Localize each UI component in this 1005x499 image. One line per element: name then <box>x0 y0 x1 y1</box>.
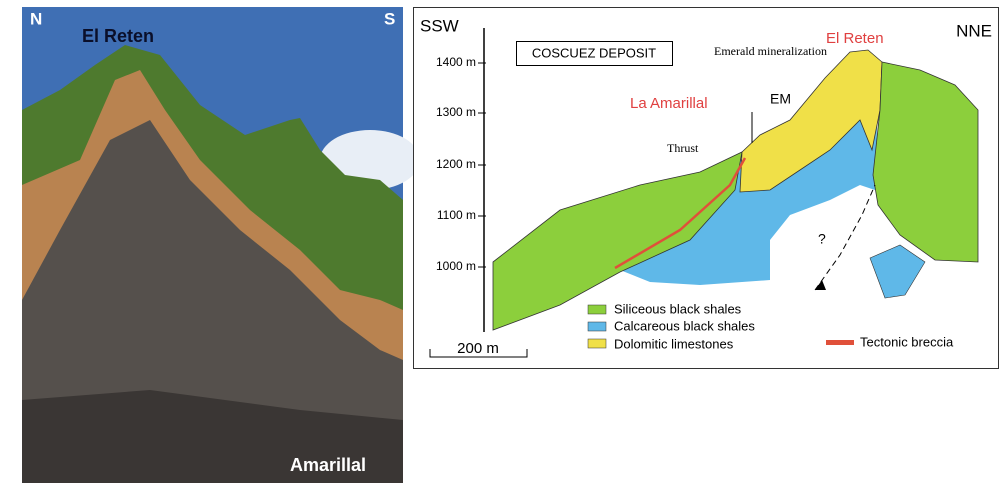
peak-label: El Reten <box>826 30 884 47</box>
legend-label: Calcareous black shales <box>614 318 755 333</box>
cross-section: 1400 m 1300 m 1200 m 1100 m 1000 m SSW N… <box>413 7 999 369</box>
photo: N S El Reten Amarillal <box>22 7 420 483</box>
siliceous-shales-left <box>492 151 743 331</box>
legend-swatch <box>587 304 607 315</box>
legend-swatch <box>826 340 854 345</box>
scale-label: 200 m <box>457 340 499 357</box>
legend-swatch <box>587 321 607 332</box>
scale-bar <box>429 349 528 358</box>
section-title: COSCUEZ DEPOSIT <box>532 45 656 60</box>
fault-arrow <box>815 280 826 290</box>
amarillal-label: La Amarillal <box>630 95 708 112</box>
em-label: EM <box>770 91 791 107</box>
tectonic-breccia <box>614 157 747 270</box>
bottom-label: Amarillal <box>290 455 366 475</box>
elevation-label: 1200 m <box>436 157 476 171</box>
peak-label: El Reten <box>82 26 154 46</box>
legend-label: Siliceous black shales <box>614 301 742 316</box>
south-label: S <box>384 9 395 28</box>
calcareous-shales-lower <box>869 244 926 299</box>
legend-swatch <box>587 338 607 349</box>
elevation-label: 1000 m <box>436 259 476 273</box>
thrust-label: Thrust <box>667 141 699 155</box>
title-box <box>516 41 673 66</box>
direction-left: SSW <box>420 16 459 35</box>
elevation-label: 1300 m <box>436 105 476 119</box>
black-shale <box>22 120 403 483</box>
north-label: N <box>30 9 42 28</box>
elevation-label: 1400 m <box>436 55 476 69</box>
direction-right: NNE <box>956 21 992 40</box>
legend-label: Tectonic breccia <box>860 334 954 349</box>
elevation-label: 1100 m <box>437 208 476 222</box>
fault <box>814 184 876 291</box>
legend-label: Dolomitic limestones <box>614 336 734 351</box>
quarry-floor <box>22 390 403 483</box>
unknown-label: ? <box>818 231 826 247</box>
mineralization-label: Emerald mineralization <box>714 44 827 58</box>
siliceous-shales-right <box>872 61 979 263</box>
